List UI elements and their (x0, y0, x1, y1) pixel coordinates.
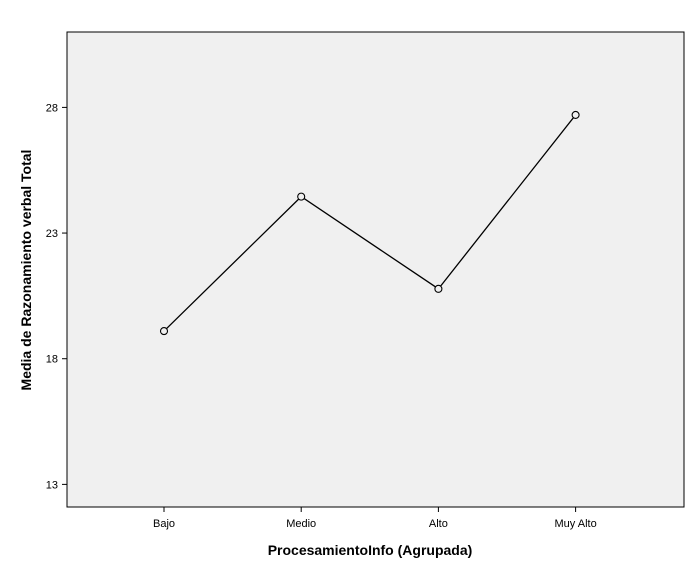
x-tick-label: Medio (286, 518, 316, 530)
y-axis: 13 18 23 28 (46, 102, 67, 491)
y-tick-label: 13 (46, 479, 58, 491)
data-point (297, 192, 306, 201)
series-line (163, 114, 577, 332)
series-group (159, 110, 580, 336)
y-axis-title: Media de Razonamiento verbal Total (18, 150, 34, 391)
data-point (434, 284, 443, 293)
y-tick-label: 18 (46, 354, 58, 366)
x-tick-label: Alto (429, 518, 448, 530)
x-axis-title: ProcesamientoInfo (Agrupada) (268, 542, 473, 558)
data-point (571, 110, 580, 119)
x-tick-label: Bajo (153, 518, 175, 530)
x-tick-label: Muy Alto (555, 518, 597, 530)
plot-area (66, 31, 685, 508)
data-point (159, 327, 169, 336)
y-tick-label: 23 (46, 228, 58, 240)
x-axis: Bajo Medio Alto Muy Alto (153, 507, 597, 530)
y-tick-label: 28 (46, 102, 58, 114)
